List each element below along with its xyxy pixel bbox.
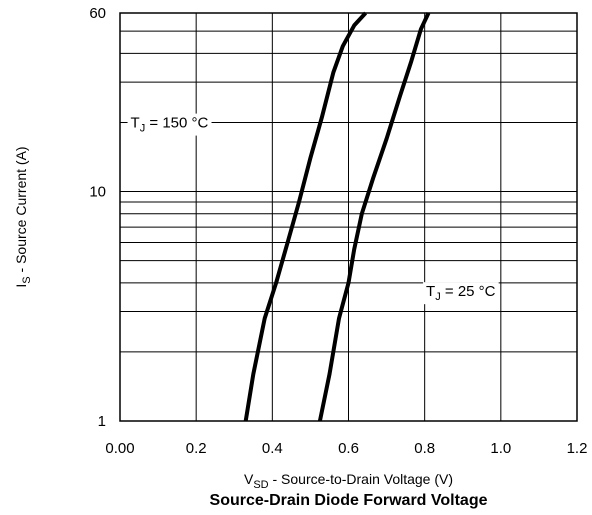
series-label-tj-150c: TJ = 150 °C [131, 115, 209, 135]
chart-title: Source-Drain Diode Forward Voltage [210, 492, 488, 509]
x-tick-label: 0.4 [262, 440, 283, 457]
plot-frame [119, 12, 578, 422]
y-tick-label: 60 [89, 5, 106, 22]
series-label-background [423, 282, 499, 305]
series-annotations: TJ = 150 °C TJ = 25 °C [127, 113, 499, 305]
x-tick-label: 0.8 [414, 440, 435, 457]
x-tick-label: 1.2 [567, 440, 588, 457]
series-label-background [127, 113, 212, 136]
x-axis-label: VSD - Source-to-Drain Voltage (V) [244, 471, 453, 491]
y-tick-labels: 1 10 60 [89, 5, 106, 430]
x-tick-label: 0.2 [186, 440, 207, 457]
x-tick-label: 1.0 [490, 440, 511, 457]
series-line-tj-25c [317, 12, 431, 422]
x-tick-label: 0.00 [105, 440, 134, 457]
series-line-tj-150c [243, 11, 368, 422]
y-axis-label: IS - Source Current (A) [13, 146, 33, 287]
series-label-tj-25c: TJ = 25 °C [426, 283, 496, 303]
x-tick-label: 0.6 [338, 440, 359, 457]
y-tick-label: 10 [89, 184, 106, 201]
series-layer [243, 11, 431, 422]
grid-lines [119, 12, 578, 422]
x-tick-labels: 0.00 0.2 0.4 0.6 0.8 1.0 1.2 [105, 440, 587, 457]
y-tick-label: 1 [98, 413, 106, 430]
